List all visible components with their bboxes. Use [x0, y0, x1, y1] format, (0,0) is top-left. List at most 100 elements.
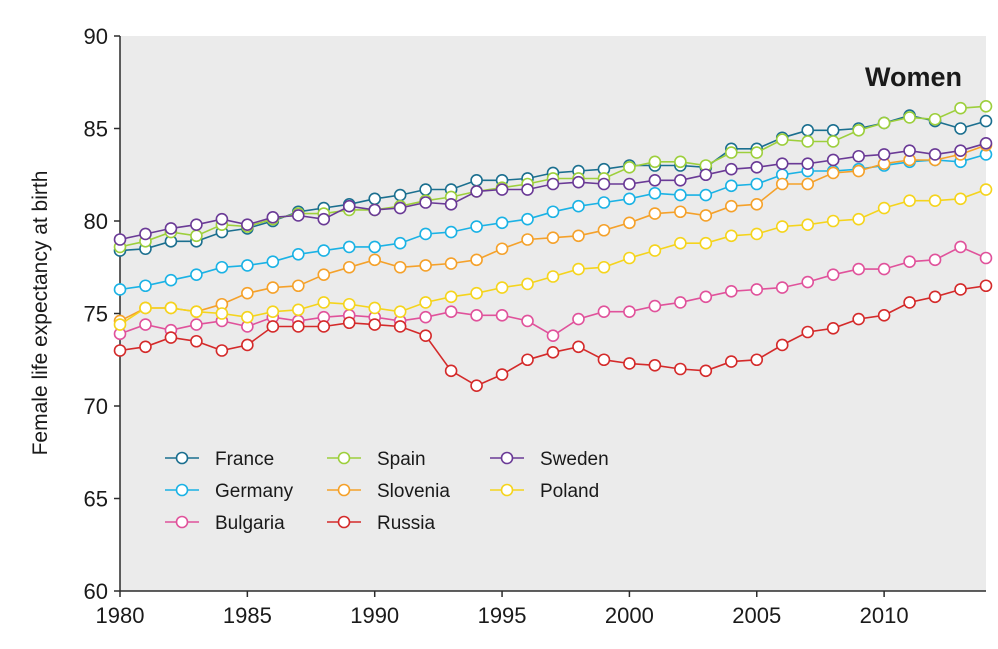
data-point-russia [139, 340, 152, 354]
data-point-poland [623, 251, 636, 265]
data-point-germany [164, 273, 178, 287]
data-point-spain [775, 133, 789, 146]
data-point-poland [444, 290, 458, 304]
legend-item-sweden: Sweden [490, 449, 609, 470]
data-point-sweden [877, 148, 891, 161]
data-point-sweden [903, 144, 916, 157]
data-point-bulgaria [648, 299, 662, 313]
data-point-poland [291, 303, 305, 317]
data-point-sweden [241, 218, 254, 231]
legend-marker [337, 515, 351, 529]
data-point-poland [342, 297, 356, 311]
data-point-poland [419, 296, 432, 309]
data-point-poland [241, 310, 254, 324]
legend-item-russia: Russia [327, 513, 436, 534]
data-point-poland [266, 305, 280, 318]
data-point-slovenia [623, 216, 636, 230]
data-point-slovenia [699, 209, 713, 222]
data-point-bulgaria [495, 309, 509, 322]
legend-item-bulgaria: Bulgaria [165, 513, 285, 534]
data-point-bulgaria [877, 262, 891, 276]
data-point-bulgaria [750, 283, 764, 296]
data-point-germany [342, 240, 356, 254]
data-point-france [368, 192, 382, 206]
data-point-slovenia [521, 233, 534, 246]
data-point-russia [572, 340, 585, 354]
data-point-bulgaria [419, 310, 432, 324]
y-tick-label: 90 [84, 24, 108, 49]
data-point-germany [572, 199, 585, 213]
data-point-russia [444, 364, 458, 378]
data-point-russia [801, 325, 815, 339]
y-tick-label: 65 [84, 487, 108, 512]
data-point-poland [546, 270, 560, 283]
data-point-slovenia [444, 257, 458, 270]
data-point-slovenia [393, 260, 407, 274]
data-point-germany [215, 260, 229, 274]
data-point-sweden [954, 144, 967, 157]
data-point-poland [113, 318, 127, 331]
data-point-germany [597, 196, 611, 209]
data-point-russia [317, 320, 331, 333]
data-point-russia [368, 318, 382, 331]
legend-label: Sweden [540, 449, 609, 470]
data-point-bulgaria [979, 251, 993, 265]
data-point-france [954, 122, 967, 135]
data-point-sweden [368, 203, 382, 217]
data-point-germany [623, 192, 636, 206]
legend-item-germany: Germany [165, 481, 294, 502]
data-point-spain [750, 146, 764, 159]
data-point-sweden [215, 212, 229, 226]
data-point-bulgaria [852, 262, 865, 276]
data-point-bulgaria [674, 296, 687, 309]
data-point-slovenia [317, 268, 331, 281]
data-point-bulgaria [139, 318, 152, 331]
data-point-sweden [113, 233, 127, 246]
data-point-russia [699, 364, 713, 378]
data-point-germany [368, 240, 382, 254]
data-point-bulgaria [572, 312, 585, 326]
x-ticks: 1980 1985 1990 1995 2000 2005 2010 [96, 591, 909, 628]
legend-label: France [215, 449, 274, 470]
data-point-slovenia [470, 253, 483, 267]
data-point-sweden [266, 211, 280, 224]
data-point-russia [190, 334, 203, 348]
data-point-poland [775, 220, 789, 233]
data-point-poland [826, 214, 840, 228]
data-point-poland [903, 194, 916, 207]
data-point-spain [190, 229, 203, 243]
data-point-sweden [852, 149, 865, 163]
data-point-germany [495, 216, 509, 230]
data-point-spain [724, 146, 738, 159]
data-point-russia [215, 344, 229, 357]
data-point-bulgaria [928, 253, 942, 267]
data-point-bulgaria [521, 314, 534, 328]
legend-marker [175, 483, 189, 497]
data-point-slovenia [724, 199, 738, 213]
data-point-poland [877, 201, 891, 215]
data-point-sweden [546, 177, 560, 191]
data-point-bulgaria [597, 305, 611, 318]
data-point-sweden [470, 185, 483, 198]
data-point-spain [979, 100, 993, 113]
y-tick-label: 70 [84, 394, 108, 419]
data-point-russia [521, 353, 534, 367]
legend-label: Bulgaria [215, 513, 285, 534]
data-point-germany [241, 259, 254, 272]
data-point-sweden [291, 209, 305, 222]
data-point-sweden [699, 168, 713, 182]
data-point-russia [241, 338, 254, 352]
data-point-poland [979, 183, 993, 196]
data-point-russia [750, 353, 764, 367]
data-point-germany [113, 283, 127, 296]
legend-marker [500, 451, 514, 465]
data-point-poland [801, 218, 815, 231]
data-point-russia [724, 355, 738, 368]
data-point-spain [648, 155, 662, 169]
data-point-germany [470, 220, 483, 233]
legend: France Germany Bulgaria Spain Slovenia Russia… [165, 449, 609, 534]
data-point-germany [674, 188, 687, 202]
chart-title: Women [865, 62, 962, 92]
data-point-germany [393, 236, 407, 250]
data-point-poland [164, 301, 178, 315]
